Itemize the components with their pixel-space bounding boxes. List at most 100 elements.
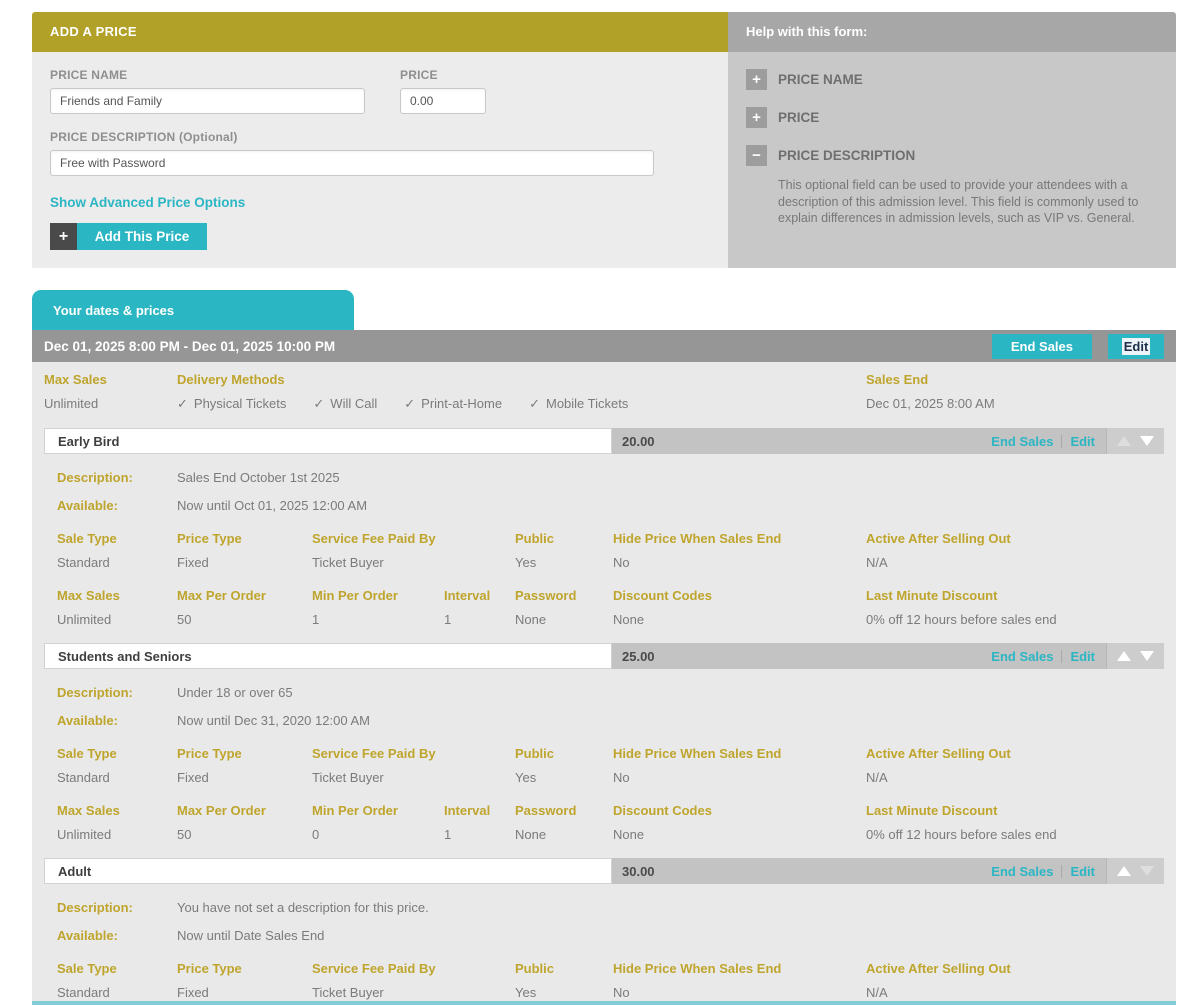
price-edit-link[interactable]: Edit (1070, 433, 1095, 449)
move-down-icon[interactable] (1140, 651, 1154, 661)
help-item-price[interactable]: + PRICE (746, 107, 1156, 128)
date-edit-button[interactable]: Edit (1108, 333, 1164, 359)
collapse-icon[interactable]: − (746, 145, 767, 166)
public-value: Yes (515, 555, 537, 570)
available-label: Available: (57, 713, 118, 728)
price-attrs-row2: Max Sales Max Per Order Min Per Order In… (44, 588, 1164, 627)
price-description-label: PRICE DESCRIPTION (Optional) (50, 130, 238, 144)
last-minute-label: Last Minute Discount (866, 803, 998, 818)
price-name-input[interactable] (50, 88, 365, 114)
service-fee-label: Service Fee Paid By (312, 746, 436, 761)
move-up-icon[interactable] (1117, 651, 1131, 661)
help-item-label: PRICE DESCRIPTION (778, 148, 916, 163)
move-down-icon[interactable] (1140, 866, 1154, 876)
service-fee-label: Service Fee Paid By (312, 961, 436, 976)
active-after-label: Active After Selling Out (866, 961, 1011, 976)
min-per-order-label: Min Per Order (312, 803, 398, 818)
password-value: None (515, 827, 547, 842)
move-down-icon[interactable] (1140, 436, 1154, 446)
help-item-price-description[interactable]: − PRICE DESCRIPTION (746, 145, 1156, 166)
expand-icon[interactable]: + (746, 107, 767, 128)
price-row-amount: 25.00 (622, 648, 655, 664)
price-end-sales-link[interactable]: End Sales (991, 648, 1054, 664)
public-label: Public (515, 961, 555, 976)
password-label: Password (515, 803, 577, 818)
max-per-order-value: 50 (177, 612, 192, 627)
available-label: Available: (57, 928, 118, 943)
check-icon: ✓ (177, 396, 188, 411)
min-per-order-label: Min Per Order (312, 588, 398, 603)
add-this-price-button[interactable]: + Add This Price (50, 223, 207, 250)
help-item-label: PRICE NAME (778, 72, 863, 87)
active-after-value: N/A (866, 985, 888, 1000)
hide-price-label: Hide Price When Sales End (613, 961, 782, 976)
move-up-icon[interactable] (1117, 866, 1131, 876)
service-fee-value: Ticket Buyer (312, 770, 384, 785)
date-header-bar: Dec 01, 2025 8:00 PM - Dec 01, 2025 10:0… (32, 330, 1176, 362)
max-sales-value: Unlimited (44, 396, 99, 411)
help-panel: Help with this form: + PRICE NAME + PRIC… (728, 12, 1176, 268)
max-sales-label: Max Sales (57, 588, 120, 603)
price-row-header: 25.00 End Sales Edit (44, 643, 1164, 669)
price-attrs-row2: Max Sales Max Per Order Min Per Order In… (44, 803, 1164, 842)
price-edit-link[interactable]: Edit (1070, 863, 1095, 879)
add-price-form: ADD A PRICE PRICE NAME PRICE PRICE DESCR… (32, 12, 728, 268)
move-up-icon[interactable] (1117, 436, 1131, 446)
sale-type-value: Standard (57, 770, 110, 785)
price-attrs-row1: Sale Type Price Type Service Fee Paid By… (44, 961, 1164, 1000)
price-block-early-bird: 20.00 End Sales Edit Description: Sales … (44, 428, 1164, 627)
delivery-method: ✓ Print-at-Home (404, 396, 503, 411)
discount-codes-label: Discount Codes (613, 588, 712, 603)
sale-type-label: Sale Type (57, 531, 117, 546)
min-per-order-value: 1 (312, 612, 320, 627)
discount-codes-label: Discount Codes (613, 803, 712, 818)
link-divider (1061, 649, 1063, 663)
price-type-value: Fixed (177, 555, 209, 570)
interval-value: 1 (444, 612, 452, 627)
available-label: Available: (57, 498, 118, 513)
price-type-label: Price Type (177, 961, 242, 976)
description-label: Description: (57, 470, 133, 485)
price-edit-link[interactable]: Edit (1070, 648, 1095, 664)
public-label: Public (515, 531, 555, 546)
price-row-name-input[interactable] (44, 643, 612, 669)
public-label: Public (515, 746, 555, 761)
price-attrs-row1: Sale Type Price Type Service Fee Paid By… (44, 746, 1164, 785)
price-end-sales-link[interactable]: End Sales (991, 863, 1054, 879)
price-input[interactable] (400, 88, 486, 114)
discount-codes-value: None (613, 827, 645, 842)
show-advanced-options-link[interactable]: Show Advanced Price Options (50, 195, 246, 210)
interval-label: Interval (444, 803, 491, 818)
reorder-controls (1106, 643, 1164, 669)
public-value: Yes (515, 770, 537, 785)
check-icon: ✓ (404, 396, 416, 411)
active-after-value: N/A (866, 555, 888, 570)
date-end-sales-button[interactable]: End Sales (991, 333, 1092, 359)
plus-icon: + (50, 223, 77, 250)
expand-icon[interactable]: + (746, 69, 767, 90)
price-name-label: PRICE NAME (50, 68, 128, 82)
hide-price-value: No (613, 985, 630, 1000)
price-row-name-input[interactable] (44, 858, 612, 884)
help-item-price-name[interactable]: + PRICE NAME (746, 69, 1156, 90)
price-row-amount: 20.00 (622, 433, 655, 449)
price-row-name-input[interactable] (44, 428, 612, 454)
price-end-sales-link[interactable]: End Sales (991, 433, 1054, 449)
date-edit-label: Edit (1121, 337, 1151, 355)
tab-your-dates-prices[interactable]: Your dates & prices (32, 290, 354, 330)
service-fee-label: Service Fee Paid By (312, 531, 436, 546)
check-icon: ✓ (313, 396, 325, 411)
price-row-header: 20.00 End Sales Edit (44, 428, 1164, 454)
max-sales-label: Max Sales (57, 803, 120, 818)
min-per-order-value: 0 (312, 827, 320, 842)
price-description-input[interactable] (50, 150, 654, 176)
active-after-value: N/A (866, 770, 888, 785)
price-row-header: 30.00 End Sales Edit (44, 858, 1164, 884)
service-fee-value: Ticket Buyer (312, 985, 384, 1000)
last-minute-label: Last Minute Discount (866, 588, 998, 603)
hide-price-value: No (613, 555, 630, 570)
public-value: Yes (515, 985, 537, 1000)
max-sales-value: Unlimited (57, 827, 112, 842)
password-value: None (515, 612, 547, 627)
max-per-order-value: 50 (177, 827, 192, 842)
